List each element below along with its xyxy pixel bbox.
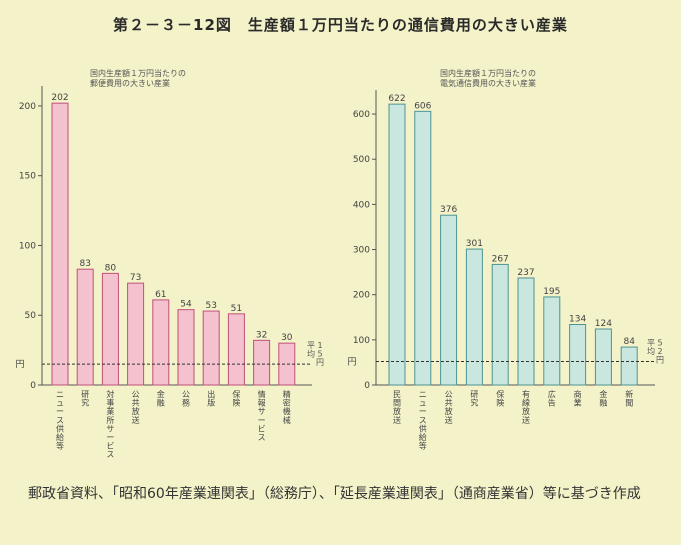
postal-category-label: 精密機械 (283, 389, 291, 425)
postal-value-label: 32 (256, 330, 267, 340)
postal-category-label: 公務 (182, 390, 190, 408)
telecom-bar (388, 103, 406, 386)
postal-value-label: 73 (130, 273, 141, 283)
telecom-value-label: 195 (543, 287, 560, 297)
telecom-category-label: 民間放送 (393, 390, 401, 425)
telecom-category-label: 有線放送 (522, 389, 530, 425)
telecom-bar (465, 248, 483, 386)
telecom-bar (543, 296, 561, 386)
telecom-bar (594, 328, 612, 386)
postal-chart-title: 国内生産額１万円当たりの (90, 68, 186, 78)
telecom-unit-label: 円 (347, 357, 356, 368)
postal-category-label: 公共放送 (132, 390, 140, 425)
postal-value-label: 51 (231, 304, 242, 314)
telecom-category-label: 新聞 (625, 389, 633, 408)
telecom-value-label: 606 (414, 101, 431, 111)
telecom-category-label: ニュース供給等 (419, 390, 427, 451)
telecom-cost-chart: 0 100 200 300 400 500 600 円 国内生産額１万円当たりの電気通信費用の大… (347, 68, 664, 451)
telecom-bar (414, 110, 432, 386)
telecom-y-tick-label: 100 (353, 336, 370, 346)
postal-category-label: 金融 (157, 389, 165, 408)
postal-category-label: 情報サービス (258, 389, 266, 442)
postal-bar (152, 299, 170, 386)
telecom-bar (491, 263, 509, 386)
telecom-chart-title: 電気通信費用の大きい産業 (440, 78, 536, 88)
postal-value-label: 61 (155, 290, 166, 300)
postal-y-tick-label: 200 (19, 102, 36, 112)
postal-y-tick-label: 100 (19, 241, 36, 251)
telecom-category-label: 研究 (470, 390, 478, 408)
postal-value-label: 83 (79, 259, 90, 269)
telecom-bar (517, 277, 535, 386)
postal-bar (127, 282, 145, 386)
telecom-bar (620, 346, 638, 386)
telecom-value-label: 84 (623, 337, 635, 347)
telecom-bar (569, 323, 587, 386)
telecom-value-label: 301 (466, 239, 483, 249)
postal-bar (253, 339, 271, 386)
postal-y-tick-label: 150 (19, 172, 36, 182)
telecom-value-label: 124 (595, 319, 612, 329)
postal-category-label: ニュース供給等 (56, 390, 64, 451)
telecom-bar (440, 214, 458, 386)
postal-unit-label: 円 (15, 359, 24, 370)
postal-y-tick-label: 50 (25, 311, 37, 321)
telecom-average-label: 平均 (647, 339, 655, 356)
telecom-value-label: 267 (492, 254, 509, 264)
telecom-y-tick-label: 300 (353, 246, 370, 256)
postal-value-label: 80 (105, 263, 117, 273)
postal-category-label: 対事業所サービス (106, 389, 114, 459)
telecom-category-label: 公共放送 (445, 390, 453, 425)
postal-category-label: 保険 (232, 389, 240, 408)
telecom-y-tick-label: 200 (353, 291, 370, 301)
figure-title: 第２－３－12図 生産額１万円当たりの通信費用の大きい産業 (113, 16, 568, 34)
postal-chart-title: 郵便費用の大きい産業 (90, 78, 170, 88)
telecom-y-tick-label: 400 (353, 200, 370, 210)
telecom-y-tick-label: 600 (353, 110, 370, 120)
telecom-chart-title: 国内生産額１万円当たりの (440, 68, 536, 78)
postal-value-label: 30 (281, 333, 293, 343)
telecom-y-tick-label: 500 (353, 155, 370, 165)
telecom-value-label: 237 (517, 268, 534, 278)
telecom-category-label: 金融 (599, 389, 607, 408)
postal-average-label: 平均 (307, 341, 315, 358)
telecom-value-label: 134 (569, 314, 586, 324)
postal-bar (202, 310, 220, 386)
telecom-y-tick-label: 0 (364, 381, 370, 391)
telecom-value-label: 376 (440, 205, 457, 215)
telecom-category-label: 広告 (548, 389, 556, 408)
postal-bar (177, 309, 195, 386)
postal-y-tick-label: 0 (30, 381, 36, 391)
telecom-category-label: 商業 (574, 389, 582, 408)
source-note: 郵政省資料、「昭和60年産業連関表」（総務庁）、「延長産業連関表」（通商産業省）… (28, 486, 641, 502)
telecom-value-label: 622 (388, 94, 405, 104)
telecom-category-label: 保険 (496, 389, 504, 408)
postal-bar (51, 102, 69, 386)
postal-value-label: 53 (205, 301, 216, 311)
postal-value-label: 202 (51, 93, 68, 103)
postal-bar (76, 268, 94, 386)
postal-category-label: 出版 (207, 389, 215, 408)
postal-value-label: 54 (180, 300, 192, 310)
postal-bar (227, 313, 245, 386)
postal-bar (101, 272, 119, 386)
postal-category-label: 研究 (81, 390, 89, 408)
